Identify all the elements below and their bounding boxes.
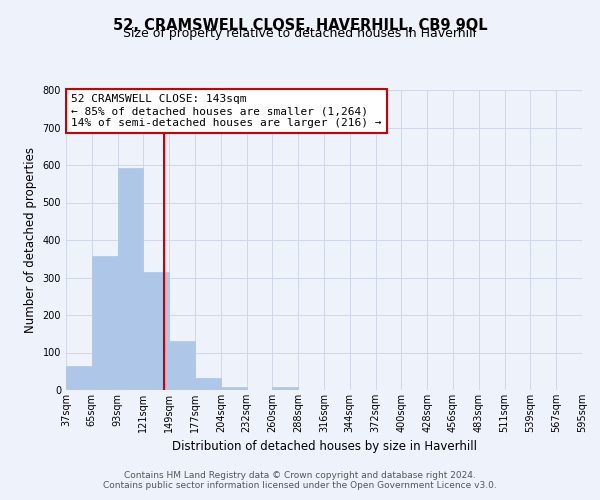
Text: Contains public sector information licensed under the Open Government Licence v3: Contains public sector information licen… xyxy=(103,481,497,490)
Text: Contains HM Land Registry data © Crown copyright and database right 2024.: Contains HM Land Registry data © Crown c… xyxy=(124,471,476,480)
Text: 52, CRAMSWELL CLOSE, HAVERHILL, CB9 9QL: 52, CRAMSWELL CLOSE, HAVERHILL, CB9 9QL xyxy=(113,18,487,32)
Bar xyxy=(143,272,169,390)
Bar xyxy=(272,387,298,390)
Bar xyxy=(118,168,143,390)
Bar xyxy=(195,378,221,390)
X-axis label: Distribution of detached houses by size in Haverhill: Distribution of detached houses by size … xyxy=(172,440,476,454)
Text: Size of property relative to detached houses in Haverhill: Size of property relative to detached ho… xyxy=(124,28,476,40)
Bar xyxy=(66,366,92,390)
Bar xyxy=(92,256,118,390)
Y-axis label: Number of detached properties: Number of detached properties xyxy=(24,147,37,333)
Bar xyxy=(169,341,195,390)
Text: 52 CRAMSWELL CLOSE: 143sqm
← 85% of detached houses are smaller (1,264)
14% of s: 52 CRAMSWELL CLOSE: 143sqm ← 85% of deta… xyxy=(71,94,382,128)
Bar xyxy=(221,387,247,390)
